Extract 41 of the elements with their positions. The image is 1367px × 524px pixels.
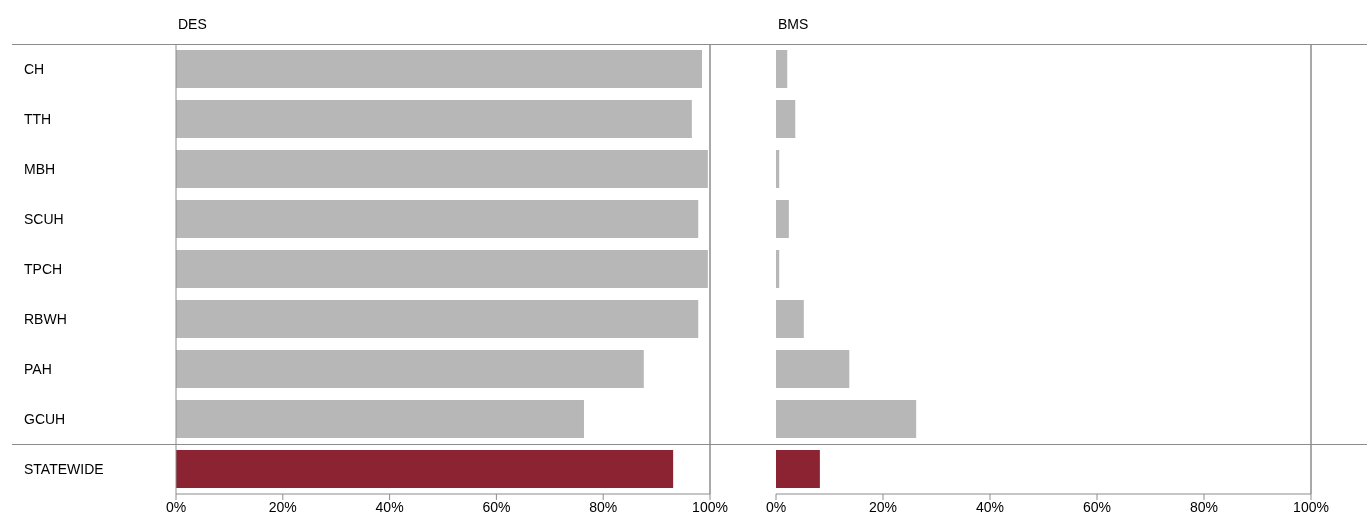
x-tick-label: 100%	[692, 498, 728, 515]
x-tick-label: 80%	[1189, 498, 1219, 515]
bar	[176, 250, 708, 288]
bar	[176, 50, 702, 88]
bar	[776, 250, 780, 288]
bar	[776, 150, 780, 188]
bar	[776, 50, 788, 88]
x-tick-label: 40%	[975, 498, 1005, 515]
y-tick-label: CH	[24, 61, 45, 77]
bar	[776, 400, 917, 438]
x-tick-label: 60%	[482, 498, 511, 515]
x-tick-label: 80%	[589, 498, 618, 515]
x-tick-label: 0%	[165, 498, 187, 515]
bar	[176, 100, 692, 138]
bar	[776, 350, 850, 388]
bar	[176, 200, 699, 238]
bar	[776, 450, 820, 488]
x-tick-label: 0%	[765, 498, 787, 515]
y-tick-label: PAH	[24, 361, 52, 377]
y-tick-label: RBWH	[24, 311, 67, 327]
y-tick-label: TTH	[24, 111, 52, 127]
chart-title: BMS	[778, 16, 809, 32]
bar	[776, 200, 789, 238]
bar	[176, 450, 674, 488]
y-tick-label: SCUH	[24, 211, 64, 227]
y-tick-label: TPCH	[24, 261, 63, 277]
bar	[176, 150, 708, 188]
bar	[176, 300, 699, 338]
y-tick-label: MBH	[24, 161, 56, 177]
x-tick-label: 20%	[868, 498, 898, 515]
y-tick-label: GCUH	[24, 411, 66, 427]
bar	[776, 100, 796, 138]
bar	[776, 300, 804, 338]
x-tick-label: 20%	[268, 498, 297, 515]
bar	[176, 400, 584, 438]
bar	[176, 350, 644, 388]
x-tick-label: 100%	[1293, 498, 1329, 515]
x-tick-label: 40%	[375, 498, 404, 515]
y-tick-label: STATEWIDE	[24, 461, 104, 477]
x-tick-label: 60%	[1082, 498, 1112, 515]
chart-title: DES	[178, 16, 207, 32]
